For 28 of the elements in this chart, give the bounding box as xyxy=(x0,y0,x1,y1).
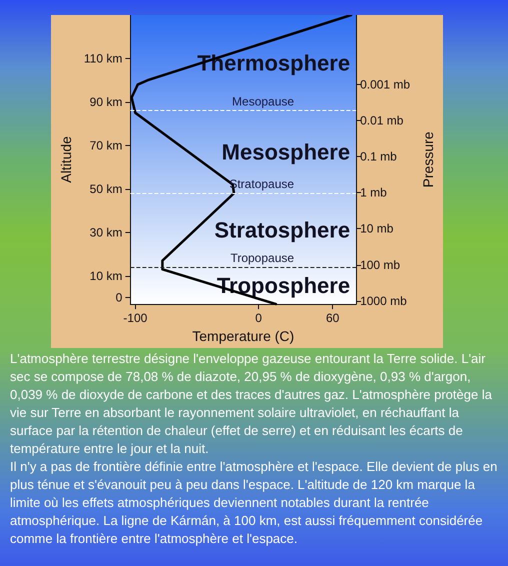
y-tick-label: 10 km xyxy=(90,268,122,283)
annotation: Troposphere xyxy=(216,273,350,298)
y2-tick-label: 0.001 mb xyxy=(360,77,410,92)
y-tick-label: 30 km xyxy=(90,225,122,240)
y-tick-label: 90 km xyxy=(90,94,122,109)
x-tick-label: 60 xyxy=(326,311,340,326)
y-axis-title: Altitude xyxy=(58,136,74,183)
ref-line-label: Tropopause xyxy=(230,251,294,266)
text: L'atmosphère terrestre désigne l'enveloppe gazeuse entourant la Terre solide. L'air sec se compose de 78,08 % de diazote, 20,95 % de dioxygène, 0,93 % d'argon, 0,039 % de dioxyde de carbone et des traces d'autres gaz. L'atmosphère protège la vie sur Terre en absorbant le rayonnement solaire ultraviolet, en réchauffant la surface par la rétention de chaleur (effet de serre) et en réduisant les écarts de température entre le jour et la nuit. xyxy=(10,350,493,458)
annotation: Stratosphere xyxy=(214,218,350,243)
y2-tick-label: 100 mb xyxy=(360,258,400,272)
x-tick-label: 0 xyxy=(255,311,262,326)
annotation: Thermosphere xyxy=(197,50,350,76)
y2-tick-label: 10 mb xyxy=(360,222,394,236)
y-tick-label: 110 km xyxy=(84,51,122,66)
x-axis-title: Temperature (C) xyxy=(192,328,294,344)
y-tick-label: 0 xyxy=(116,290,123,305)
y2-tick-label: 0.01 mb xyxy=(360,113,404,128)
y-tick-label: 50 km xyxy=(90,182,122,196)
text: Il n'y a pas de frontière définie entre l'atmosphère et l'espace. Elle devient de plus en plus ténue et s'évanouit peu à peu dans l'espace. L'altitude de 120 km marque la limite où les effets atmosphériques deviennent notables durant la rentrée atmosphérique. La ligne de Kármán, à 100 km, est aussi fréquemment considérée comme la frontière entre l'atmosphère et l'espace. xyxy=(10,458,498,548)
y2-tick-label: 1000 mb xyxy=(360,294,408,308)
y2-tick-label: 1 mb xyxy=(360,186,388,200)
y2-axis-title: Pressure xyxy=(420,131,436,188)
y-tick-label: 70 km xyxy=(90,138,122,152)
x-tick-label: -100 xyxy=(123,311,148,326)
y2-tick-label: 0.1 mb xyxy=(360,150,398,164)
annotation: Mesosphere xyxy=(222,139,350,164)
ref-line-label: Mesopause xyxy=(232,94,294,109)
